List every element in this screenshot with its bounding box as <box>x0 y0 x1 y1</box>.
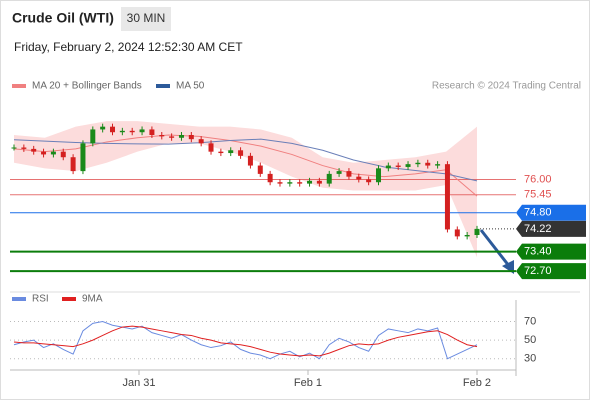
candle <box>385 165 391 169</box>
legend-swatch <box>12 84 26 88</box>
candle <box>11 147 17 149</box>
candle <box>297 182 303 184</box>
level-label: 73.40 <box>524 246 552 258</box>
candle <box>218 151 224 154</box>
level-label: 72.70 <box>524 265 552 277</box>
candle <box>444 164 450 230</box>
legend-label: MA 20 + Bollinger Bands <box>32 81 142 92</box>
candle <box>356 176 362 180</box>
candle <box>31 148 37 152</box>
candle <box>238 150 244 156</box>
level-label: 76.00 <box>524 173 552 185</box>
candle <box>395 165 401 167</box>
legend-label: 9MA <box>82 294 103 305</box>
timestamp: Friday, February 2, 2024 12:52:30 AM CET <box>14 40 243 54</box>
candle <box>307 180 313 184</box>
candle <box>178 135 184 138</box>
candle <box>425 162 431 166</box>
candle <box>110 126 116 133</box>
x-tick-label: Jan 31 <box>122 377 155 389</box>
candle <box>287 182 293 184</box>
level-tag <box>516 204 586 221</box>
candle <box>198 139 204 144</box>
legend-swatch <box>62 297 76 301</box>
title: Crude Oil (WTI) <box>12 10 114 26</box>
candle <box>70 157 76 172</box>
candle <box>415 162 421 165</box>
y-tick-label: 70 <box>524 315 536 327</box>
candle <box>169 136 175 138</box>
candle <box>435 164 441 166</box>
candle <box>208 143 214 152</box>
level-label: 75.45 <box>524 189 552 201</box>
candle <box>375 168 381 183</box>
credit: Research © 2024 Trading Central <box>432 81 581 92</box>
candle <box>247 155 253 166</box>
candle <box>50 151 56 155</box>
candle <box>474 228 480 235</box>
candle <box>100 126 106 130</box>
level-tag <box>516 243 586 260</box>
candle <box>228 150 234 154</box>
candle <box>366 179 372 183</box>
candle <box>129 130 135 133</box>
candle <box>188 135 194 140</box>
candle <box>21 147 27 149</box>
level-label: 74.80 <box>524 207 552 219</box>
candle <box>119 130 125 133</box>
ma20-line <box>13 134 478 197</box>
candle <box>139 129 145 133</box>
interval-badge <box>121 7 171 31</box>
legend-swatch <box>156 84 170 88</box>
x-tick-label: Feb 2 <box>463 377 491 389</box>
candle <box>159 135 165 137</box>
candle <box>336 171 342 174</box>
candle <box>149 129 155 135</box>
candle <box>346 171 352 177</box>
y-tick-label: 30 <box>524 353 536 365</box>
interval: 30 MIN <box>127 11 166 25</box>
candle <box>405 164 411 167</box>
candle <box>267 173 273 183</box>
candle <box>90 129 96 144</box>
candle <box>464 235 470 237</box>
bollinger-band <box>14 121 477 258</box>
level-label: 74.22 <box>524 223 552 235</box>
rsi-line <box>13 320 478 360</box>
candle <box>41 151 47 155</box>
forecast-arrow <box>479 229 511 267</box>
y-tick-label: 50 <box>524 334 536 346</box>
legend-label: MA 50 <box>176 81 205 92</box>
rsi-ma-line <box>13 325 478 357</box>
candle <box>316 180 322 184</box>
candle <box>277 182 283 184</box>
legend-label: RSI <box>32 294 49 305</box>
level-tag <box>516 263 586 280</box>
candle <box>326 173 332 184</box>
candle <box>80 143 86 172</box>
candle <box>454 229 460 237</box>
candle <box>257 165 263 174</box>
candle <box>60 151 66 158</box>
level-tag <box>516 220 586 237</box>
legend-swatch <box>12 297 26 301</box>
x-tick-label: Feb 1 <box>294 377 322 389</box>
